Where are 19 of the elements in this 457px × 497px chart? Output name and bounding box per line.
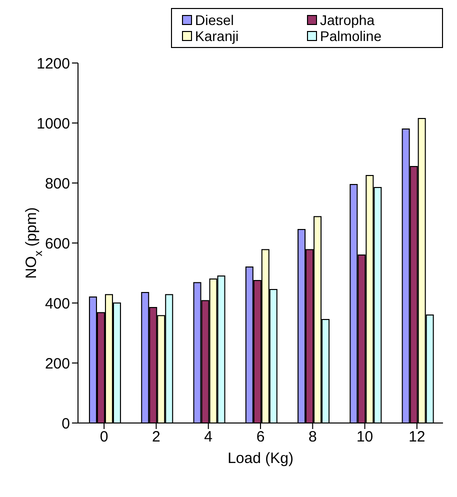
legend-label: Karanji: [195, 28, 239, 44]
y-tick-label: 800: [44, 175, 70, 192]
y-tick-label: 1000: [36, 115, 70, 132]
y-tick-label: 600: [44, 235, 70, 252]
y-tick-label: 0: [62, 415, 70, 432]
x-tick-label: 8: [308, 428, 317, 446]
x-tick-label: 0: [100, 428, 108, 446]
y-tick-label: 1200: [36, 55, 70, 72]
y-tick-label: 400: [44, 295, 70, 312]
x-tick-label: 2: [152, 428, 160, 446]
legend-label: Diesel: [195, 12, 234, 28]
x-tick-label: 12: [408, 428, 426, 446]
x-axis-title: Load (Kg): [228, 450, 294, 467]
x-tick-label: 10: [356, 428, 374, 446]
x-tick-label: 6: [256, 428, 265, 446]
y-tick-label: 200: [44, 355, 70, 372]
x-tick-label: 4: [204, 428, 213, 446]
legend-label: Jatropha: [320, 12, 374, 28]
legend-label: Palmoline: [320, 28, 382, 44]
